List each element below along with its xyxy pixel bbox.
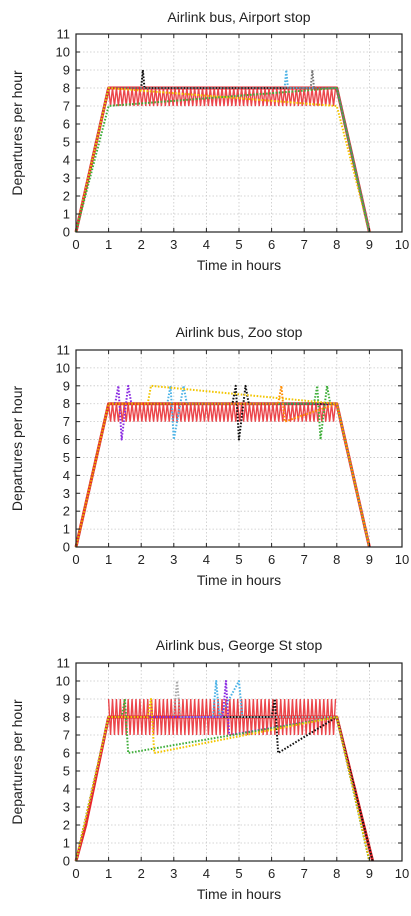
series-line	[75, 87, 371, 233]
y-axis-label: Departures per hour	[9, 386, 25, 512]
series-band	[107, 698, 337, 736]
y-tick-label: 7	[63, 728, 70, 743]
series-band	[107, 403, 337, 422]
x-tick-label: 7	[301, 866, 308, 881]
x-tick-label: 5	[235, 866, 242, 881]
x-tick-label: 3	[170, 237, 177, 252]
x-tick-label: 8	[333, 237, 340, 252]
y-tick-label: 4	[63, 468, 70, 483]
series-line	[75, 87, 371, 233]
x-tick-label: 7	[301, 237, 308, 252]
y-tick-label: 10	[56, 674, 70, 689]
chart-title: Airlink bus, Zoo stop	[176, 324, 303, 340]
y-tick-label: 1	[63, 207, 70, 222]
x-tick-label: 4	[203, 866, 210, 881]
y-tick-label: 4	[63, 782, 70, 797]
x-tick-label: 6	[268, 552, 275, 567]
y-tick-label: 4	[63, 153, 70, 168]
x-tick-label: 2	[138, 866, 145, 881]
y-tick-label: 6	[63, 746, 70, 761]
y-tick-label: 6	[63, 432, 70, 447]
x-tick-label: 9	[366, 237, 373, 252]
y-tick-label: 8	[63, 710, 70, 725]
y-tick-label: 7	[63, 99, 70, 114]
chart-title: Airlink bus, George St stop	[156, 637, 323, 653]
y-tick-label: 0	[63, 540, 70, 555]
y-tick-label: 6	[63, 117, 70, 132]
x-axis-label: Time in hours	[197, 886, 281, 902]
y-tick-label: 11	[57, 27, 71, 42]
x-tick-label: 0	[72, 552, 79, 567]
x-tick-label: 10	[395, 237, 409, 252]
x-tick-label: 10	[395, 552, 409, 567]
y-axis-label: Departures per hour	[9, 70, 25, 196]
x-tick-label: 4	[203, 552, 210, 567]
x-tick-label: 4	[203, 237, 210, 252]
x-tick-label: 0	[72, 866, 79, 881]
x-tick-label: 6	[268, 237, 275, 252]
y-tick-label: 0	[63, 225, 70, 240]
y-tick-label: 2	[63, 818, 70, 833]
y-tick-label: 10	[56, 360, 70, 375]
y-tick-label: 5	[63, 135, 70, 150]
x-axis-label: Time in hours	[197, 257, 281, 273]
y-tick-label: 3	[63, 171, 70, 186]
y-tick-label: 3	[63, 486, 70, 501]
x-tick-label: 9	[366, 866, 373, 881]
x-tick-label: 3	[170, 866, 177, 881]
y-tick-label: 11	[57, 343, 71, 358]
y-tick-label: 8	[63, 81, 70, 96]
y-axis-label: Departures per hour	[9, 699, 25, 825]
x-tick-label: 8	[333, 866, 340, 881]
y-tick-label: 8	[63, 396, 70, 411]
y-tick-label: 3	[63, 800, 70, 815]
x-tick-label: 9	[366, 552, 373, 567]
x-tick-label: 5	[235, 552, 242, 567]
x-tick-label: 2	[138, 552, 145, 567]
x-tick-label: 3	[170, 552, 177, 567]
series-line	[75, 384, 371, 548]
x-tick-label: 1	[105, 552, 112, 567]
chart-title: Airlink bus, Airport stop	[167, 9, 310, 25]
x-tick-label: 10	[395, 866, 409, 881]
y-tick-label: 10	[56, 45, 70, 60]
y-tick-label: 0	[63, 854, 70, 869]
y-tick-label: 5	[63, 450, 70, 465]
x-tick-label: 1	[105, 866, 112, 881]
y-tick-label: 9	[63, 63, 70, 78]
y-tick-label: 9	[63, 692, 70, 707]
x-tick-label: 8	[333, 552, 340, 567]
x-tick-label: 5	[235, 237, 242, 252]
x-tick-label: 6	[268, 866, 275, 881]
y-tick-label: 9	[63, 378, 70, 393]
x-tick-label: 1	[105, 237, 112, 252]
y-tick-label: 2	[63, 504, 70, 519]
x-tick-label: 7	[301, 552, 308, 567]
y-tick-label: 11	[57, 656, 71, 671]
series-line	[75, 698, 371, 862]
y-tick-label: 5	[63, 764, 70, 779]
y-tick-label: 1	[63, 836, 70, 851]
y-tick-label: 7	[63, 414, 70, 429]
x-tick-label: 0	[72, 237, 79, 252]
y-tick-label: 1	[63, 522, 70, 537]
x-axis-label: Time in hours	[197, 572, 281, 588]
x-tick-label: 2	[138, 237, 145, 252]
y-tick-label: 2	[63, 189, 70, 204]
series-line	[75, 384, 371, 548]
